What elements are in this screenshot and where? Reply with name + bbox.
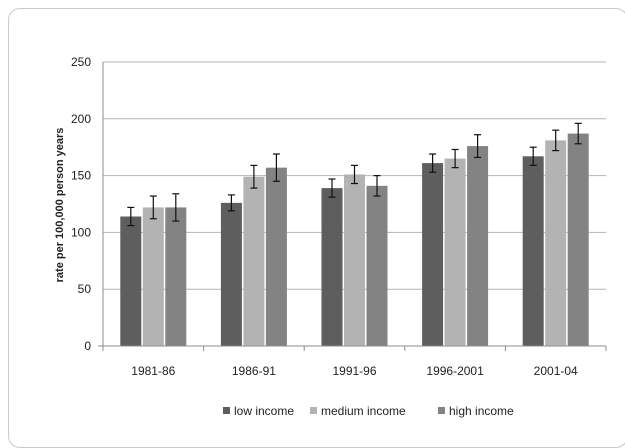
y-tick-label: 50	[78, 282, 92, 296]
bar	[366, 185, 388, 346]
y-axis-label: rate per 100,000 person years	[54, 128, 66, 283]
legend-swatch	[223, 407, 230, 414]
bar-chart: 0 50 100 150 200 250 1981-86 1986-91 1991-96 199…	[54, 55, 607, 418]
x-tick-label: 1991-96	[332, 364, 376, 378]
bar	[120, 216, 142, 346]
legend-swatch	[310, 407, 317, 414]
y-tick-labels: 0 50 100 150 200 250	[71, 55, 91, 353]
bar	[545, 140, 567, 346]
bar	[220, 202, 242, 346]
bar	[243, 176, 265, 346]
legend-label: high income	[449, 404, 514, 418]
bar	[142, 207, 164, 346]
legend-swatch	[438, 407, 445, 414]
legend-label: low income	[234, 404, 294, 418]
error-bars	[127, 122, 582, 227]
bars	[120, 133, 589, 346]
bar	[444, 158, 466, 346]
axes	[98, 62, 607, 351]
bar	[265, 167, 287, 346]
y-tick-label: 0	[84, 339, 91, 353]
x-tick-label: 2001-04	[534, 364, 578, 378]
chart-frame	[8, 8, 625, 448]
legend-label: medium income	[321, 404, 406, 418]
x-tick-label: 1986-91	[232, 364, 276, 378]
legend: low income medium income high income	[223, 404, 514, 418]
x-tick-label: 1981-86	[131, 364, 175, 378]
bar	[567, 133, 589, 346]
bar	[344, 174, 365, 346]
x-tick-label: 1996-2001	[426, 364, 484, 378]
bar	[422, 163, 444, 346]
bar	[321, 188, 343, 346]
x-tick-labels: 1981-86 1986-91 1991-96 1996-2001 2001-04	[131, 364, 578, 378]
y-tick-label: 100	[71, 225, 91, 239]
bar	[522, 156, 544, 346]
bar	[467, 146, 489, 346]
y-tick-label: 250	[71, 55, 91, 69]
y-tick-label: 200	[71, 112, 91, 126]
y-tick-label: 150	[71, 169, 91, 183]
bar	[165, 207, 187, 346]
